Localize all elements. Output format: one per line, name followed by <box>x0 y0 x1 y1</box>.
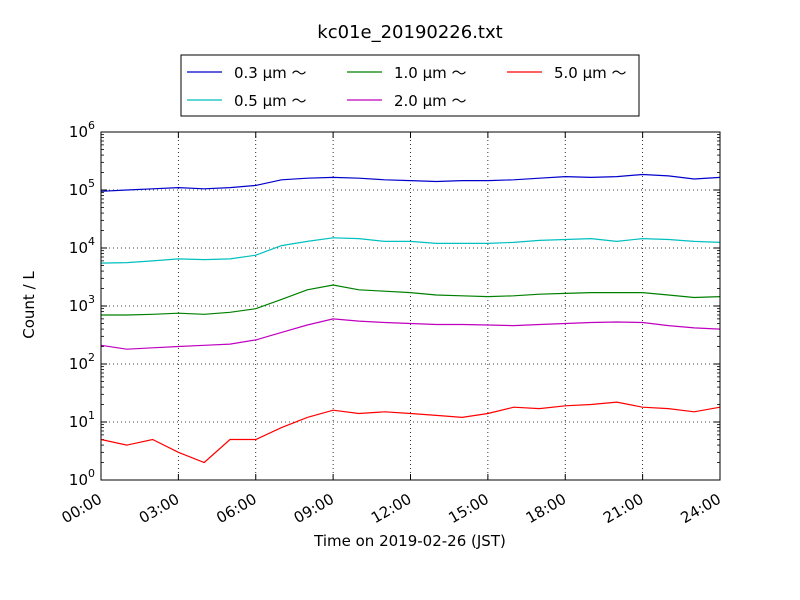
x-tick-label: 18:00 <box>523 490 569 527</box>
series-line-0 <box>100 173 721 192</box>
y-tick-label: 100 <box>69 467 95 489</box>
x-tick-label: 09:00 <box>291 490 337 527</box>
x-tick-label: 15:00 <box>445 490 491 527</box>
x-tick-label: 24:00 <box>678 490 724 527</box>
y-tick-label: 103 <box>69 293 95 315</box>
legend-label-0: 0.3 μm 〜 <box>234 64 307 82</box>
series-line-3 <box>100 318 721 350</box>
legend-frame <box>180 54 640 117</box>
x-tick-label: 03:00 <box>136 490 182 527</box>
chart-title: kc01e_20190226.txt <box>317 22 502 43</box>
legend-label-3: 2.0 μm 〜 <box>394 92 467 110</box>
x-tick-label: 21:00 <box>600 490 646 527</box>
x-axis-label: Time on 2019-02-26 (JST) <box>313 532 506 550</box>
x-tick-label: 06:00 <box>213 490 259 527</box>
y-axis-label: Count / L <box>20 271 38 339</box>
plot-area: 100 101 102 103 104 105 106 00:00 03:00 06:00 09:0… <box>59 119 724 527</box>
series-line-4 <box>100 401 721 464</box>
y-tick-label: 101 <box>69 409 95 431</box>
y-tick-label: 104 <box>69 235 95 257</box>
x-tick-label: 00:00 <box>59 490 105 527</box>
x-tick-label: 12:00 <box>368 490 414 527</box>
y-tick-label: 106 <box>69 119 95 141</box>
series-line-2 <box>101 284 721 316</box>
series-line-1 <box>100 237 721 264</box>
plot-frame <box>100 131 721 481</box>
legend-label-4: 5.0 μm 〜 <box>554 64 627 82</box>
y-tick-label: 105 <box>69 177 95 199</box>
legend: 0.3 μm 〜 0.5 μm 〜 1.0 μm 〜 2.0 μm 〜 5.0 μm 〜 <box>180 54 640 117</box>
legend-label-2: 1.0 μm 〜 <box>394 64 467 82</box>
legend-label-1: 0.5 μm 〜 <box>234 92 307 110</box>
y-tick-label: 102 <box>69 351 95 373</box>
